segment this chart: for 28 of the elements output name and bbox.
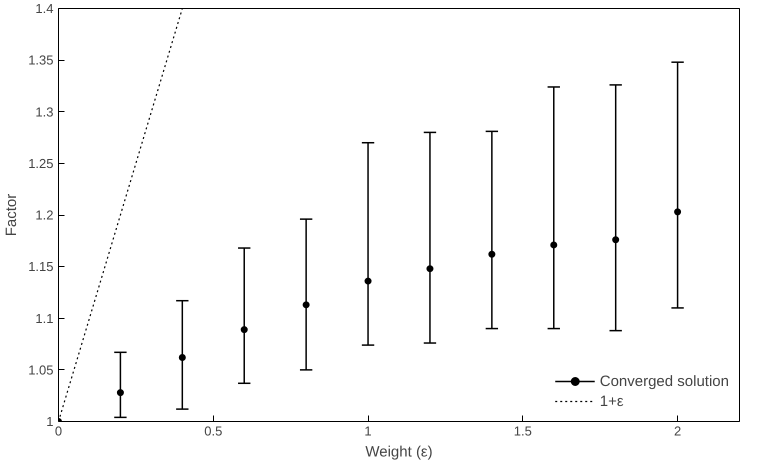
point: [240, 326, 248, 334]
point: [364, 278, 372, 285]
point: [302, 301, 310, 308]
x-tick-label: 1.5: [514, 424, 532, 438]
y-tick-label: 1.3: [35, 104, 54, 120]
legend-label: 1+ε: [600, 392, 624, 410]
y-tick-label: 1.2: [35, 208, 54, 222]
legend-label: Converged solution: [600, 372, 729, 390]
point: [426, 265, 434, 272]
x-tick-label: 0.5: [204, 424, 222, 438]
point: [488, 250, 496, 258]
y-tick-label: 1.15: [28, 259, 54, 274]
y-tick-label: 1.35: [28, 52, 54, 68]
y-tick-label: 1.1: [35, 310, 54, 326]
point: [674, 208, 682, 216]
y-tick-label: 1.25: [28, 156, 54, 171]
point: [550, 241, 558, 248]
x-tick-label: 0: [54, 424, 62, 438]
y-axis-title: Factor: [3, 194, 20, 236]
y-tick-label: 1.4: [35, 1, 54, 16]
y-tick-label: 1: [46, 414, 54, 429]
x-axis-title: Weight (ε): [365, 444, 433, 460]
point: [116, 389, 124, 396]
x-tick-label: 2: [674, 424, 682, 438]
y-tick-label: 1.05: [28, 362, 54, 378]
x-tick-label: 1: [364, 424, 372, 438]
point: [178, 354, 186, 361]
point: [612, 236, 620, 244]
